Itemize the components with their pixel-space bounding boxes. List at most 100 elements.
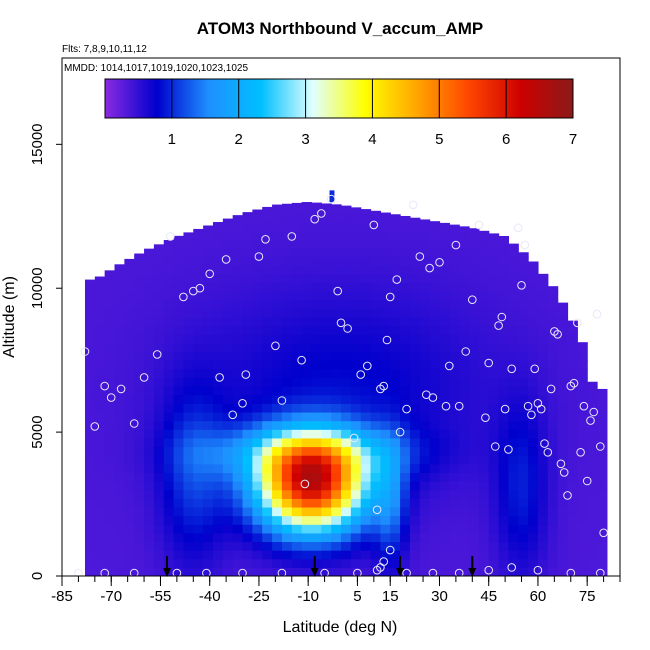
heat-cell: [459, 351, 470, 361]
heat-cell: [94, 334, 106, 344]
heat-cell: [597, 411, 608, 422]
heat-cell: [291, 299, 303, 309]
x-tick-label: 30: [431, 588, 448, 605]
heat-cell: [587, 498, 598, 508]
heat-cell: [262, 446, 273, 456]
heat-cell: [173, 429, 185, 439]
heat-cell: [173, 351, 185, 361]
heat-cell: [222, 342, 234, 353]
heat-cell: [370, 317, 381, 327]
heat-cell: [449, 256, 460, 266]
heat-cell: [547, 325, 559, 335]
heat-cell: [469, 558, 480, 568]
heat-cell: [173, 317, 185, 327]
heat-cell: [537, 291, 549, 301]
sample-point: [441, 401, 451, 411]
heat-cell: [587, 567, 598, 576]
heat-cell: [163, 455, 175, 465]
heat-cell: [419, 325, 431, 335]
heat-cell: [390, 455, 401, 465]
heat-cell: [153, 377, 165, 387]
heat-cell: [587, 541, 598, 551]
heat-cell: [360, 282, 372, 292]
sample-point: [491, 442, 500, 451]
heat-cell: [272, 317, 283, 327]
heat-cell: [291, 334, 303, 344]
heat-cell: [587, 481, 598, 491]
heat-cell: [232, 498, 244, 508]
heat-cell: [557, 420, 569, 430]
heat-cell: [331, 524, 342, 534]
heat-cell: [84, 429, 96, 439]
heat-cell: [222, 282, 234, 292]
heat-cell: [469, 228, 480, 232]
heat-cell: [518, 377, 529, 387]
heat-cell: [459, 386, 470, 396]
heat-cell: [84, 515, 96, 525]
heat-cell: [272, 463, 283, 473]
heat-cell: [400, 446, 411, 456]
heat-cell: [193, 411, 204, 422]
heat-cell: [547, 567, 559, 576]
heat-cell: [203, 308, 214, 318]
heat-cell: [281, 567, 293, 576]
heat-cell: [212, 481, 224, 491]
heat-cell: [183, 515, 194, 525]
heat-cell: [203, 524, 214, 534]
heat-cell: [370, 360, 381, 370]
heat-cell: [104, 394, 116, 404]
heat-cell: [272, 420, 283, 430]
sample-point: [139, 373, 149, 382]
heat-cell: [104, 377, 116, 387]
heat-cell: [597, 506, 608, 517]
heat-cell: [498, 420, 509, 430]
heat-cell: [104, 489, 116, 499]
heat-cell: [488, 472, 500, 482]
heat-cell: [439, 524, 450, 534]
heat-cell: [419, 437, 431, 448]
heat-cell: [488, 308, 500, 318]
heat-cell: [114, 515, 125, 525]
y-tick-label: 15000: [29, 123, 46, 165]
heat-cell: [262, 515, 273, 525]
heat-cell: [459, 429, 470, 439]
heat-cell: [380, 334, 391, 344]
heat-cell: [203, 411, 214, 422]
sample-point: [152, 350, 162, 359]
heat-cell: [272, 239, 283, 249]
heat-cell: [449, 394, 460, 404]
heat-cell: [449, 489, 460, 499]
heat-cell: [459, 403, 470, 413]
heat-cell: [400, 368, 411, 379]
heat-cell: [350, 472, 362, 482]
heat-cell: [469, 308, 480, 318]
heat-cell: [153, 455, 165, 465]
heat-cell: [114, 506, 125, 517]
y-tick-label: 0: [29, 572, 46, 580]
arrow-head: [468, 568, 477, 577]
heat-cell: [478, 489, 490, 499]
sample-point: [500, 404, 510, 414]
heat-cell: [272, 230, 283, 240]
heat-cell: [242, 411, 253, 422]
heat-cell: [537, 446, 549, 456]
heat-cell: [212, 524, 224, 534]
heat-cell: [222, 256, 234, 266]
heat-cell: [518, 308, 529, 318]
heat-cell: [400, 308, 411, 318]
heat-cell: [242, 360, 253, 370]
heat-cell: [488, 524, 500, 534]
heat-cell: [311, 342, 322, 353]
heat-cell: [281, 334, 293, 344]
heat-cell: [173, 299, 185, 309]
heat-cell: [301, 256, 313, 266]
heat-cell: [488, 351, 500, 361]
heat-cell: [370, 515, 381, 525]
heat-cell: [331, 558, 342, 568]
heat-cell: [222, 515, 234, 525]
heat-cell: [252, 273, 263, 284]
heat-cell: [577, 446, 588, 456]
heat-cell: [409, 342, 421, 353]
heat-cell: [547, 506, 559, 517]
heat-cell: [577, 437, 588, 448]
